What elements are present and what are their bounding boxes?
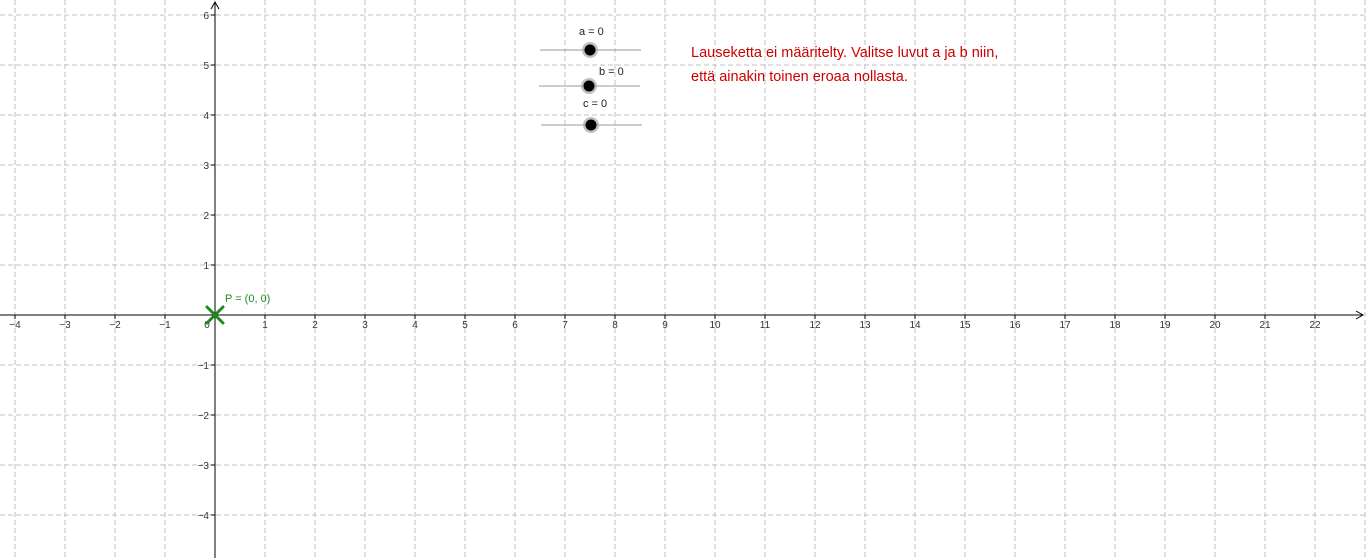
x-tick-label: 3: [362, 320, 368, 331]
y-tick-labels: 6 5 4 3 2 1 −1 −2 −3 −4: [198, 11, 215, 522]
x-tick-label: 4: [412, 320, 418, 331]
y-tick-label: −2: [198, 411, 210, 422]
undefined-expression-message: Lauseketta ei määritelty. Valitse luvut …: [691, 45, 999, 85]
slider-b[interactable]: b = 0: [539, 66, 640, 94]
x-tick-label: 10: [709, 320, 721, 331]
slider-a-knob-center[interactable]: [584, 44, 596, 56]
x-tick-label: 6: [512, 320, 518, 331]
x-tick-label: 17: [1059, 320, 1071, 331]
x-tick-label: 1: [262, 320, 268, 331]
x-tick-label: 8: [612, 320, 618, 331]
y-tick-label: −1: [198, 361, 210, 372]
y-tick-label: 4: [203, 111, 209, 122]
x-axis-arrow-icon: [1355, 310, 1365, 320]
y-tick-label: 6: [203, 11, 209, 22]
x-tick-label: 16: [1009, 320, 1021, 331]
slider-b-label: b = 0: [599, 66, 624, 78]
x-tick-label: 21: [1259, 320, 1271, 331]
x-tick-label: −4: [9, 320, 21, 331]
x-tick-label: 9: [662, 320, 668, 331]
y-axis-arrow-icon: [210, 0, 220, 10]
x-tick-label: −2: [109, 320, 121, 331]
x-tick-label: 0: [204, 320, 210, 331]
x-tick-label: 22: [1309, 320, 1321, 331]
x-tick-labels: −4 −3 −2 −1 0 1 2 3 4 5 6 7 8 9 10 11 12 13 14 15 16 17 18 19 20…: [9, 315, 1321, 331]
x-tick-label: 13: [859, 320, 871, 331]
slider-b-knob-center[interactable]: [583, 80, 595, 92]
y-tick-label: 2: [203, 211, 209, 222]
x-tick-label: 11: [760, 320, 771, 331]
point-p-cross-icon[interactable]: [205, 305, 225, 325]
x-tick-label: 12: [809, 320, 821, 331]
y-tick-label: −4: [198, 511, 210, 522]
x-tick-label: 19: [1159, 320, 1171, 331]
x-tick-label: 14: [909, 320, 921, 331]
y-tick-label: 5: [203, 61, 209, 72]
x-tick-label: 7: [562, 320, 568, 331]
x-tick-label: 15: [959, 320, 971, 331]
slider-a-label: a = 0: [579, 26, 604, 38]
slider-a[interactable]: a = 0: [540, 26, 641, 58]
x-tick-label: 5: [462, 320, 468, 331]
x-tick-label: 20: [1209, 320, 1221, 331]
slider-c[interactable]: c = 0: [541, 98, 642, 133]
point-p-label: P = (0, 0): [225, 293, 270, 305]
y-tick-label: 1: [203, 261, 209, 272]
x-tick-label: −3: [59, 320, 71, 331]
x-tick-label: −1: [159, 320, 171, 331]
slider-c-knob-center[interactable]: [585, 119, 597, 131]
slider-c-label: c = 0: [583, 98, 607, 110]
x-tick-label: 18: [1109, 320, 1121, 331]
y-tick-label: 3: [203, 161, 209, 172]
x-tick-label: 2: [312, 320, 318, 331]
point-p[interactable]: P = (0, 0): [205, 293, 270, 325]
y-tick-label: −3: [198, 461, 210, 472]
